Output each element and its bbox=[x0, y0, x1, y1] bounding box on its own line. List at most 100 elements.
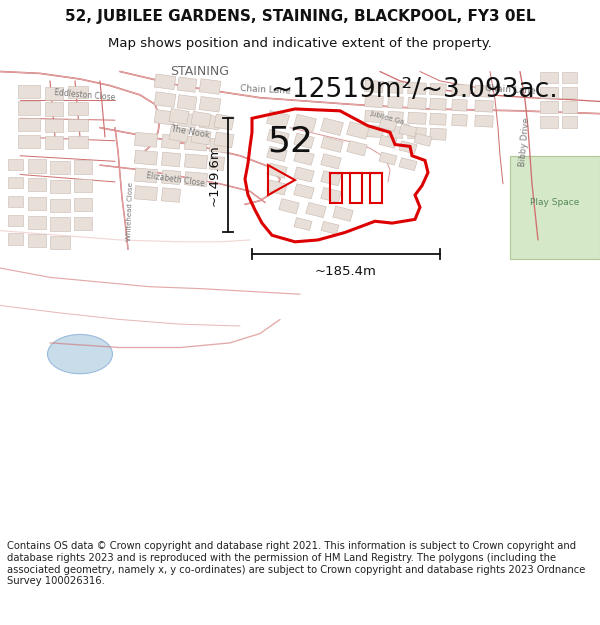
Polygon shape bbox=[475, 85, 490, 97]
Polygon shape bbox=[199, 96, 221, 112]
Text: Whitehead Close: Whitehead Close bbox=[126, 182, 134, 241]
Polygon shape bbox=[161, 170, 181, 184]
Polygon shape bbox=[28, 216, 46, 229]
Polygon shape bbox=[184, 136, 208, 151]
Polygon shape bbox=[365, 96, 383, 108]
Polygon shape bbox=[321, 221, 339, 234]
Text: Elizabeth Close: Elizabeth Close bbox=[145, 171, 205, 187]
Polygon shape bbox=[154, 92, 176, 108]
Polygon shape bbox=[510, 156, 600, 259]
Polygon shape bbox=[267, 163, 287, 178]
Polygon shape bbox=[321, 171, 341, 186]
Polygon shape bbox=[320, 118, 343, 136]
Polygon shape bbox=[452, 99, 467, 111]
Polygon shape bbox=[414, 133, 432, 146]
Polygon shape bbox=[294, 184, 314, 199]
Polygon shape bbox=[540, 116, 558, 128]
Polygon shape bbox=[562, 116, 577, 128]
Ellipse shape bbox=[47, 334, 113, 374]
Polygon shape bbox=[294, 167, 314, 182]
Polygon shape bbox=[293, 114, 316, 132]
Polygon shape bbox=[18, 101, 40, 114]
Text: Map shows position and indicative extent of the property.: Map shows position and indicative extent… bbox=[108, 37, 492, 49]
Polygon shape bbox=[399, 158, 417, 171]
Text: Chain Lane: Chain Lane bbox=[239, 84, 290, 96]
Polygon shape bbox=[177, 95, 197, 110]
Polygon shape bbox=[28, 197, 46, 210]
Text: Chain Lane: Chain Lane bbox=[484, 84, 536, 96]
Polygon shape bbox=[214, 132, 234, 148]
Text: Bibby Drive: Bibby Drive bbox=[518, 117, 532, 167]
Polygon shape bbox=[50, 199, 70, 212]
Polygon shape bbox=[399, 124, 417, 137]
Polygon shape bbox=[169, 126, 189, 142]
Polygon shape bbox=[8, 159, 23, 170]
Polygon shape bbox=[365, 126, 383, 138]
Text: 52: 52 bbox=[267, 125, 313, 159]
Polygon shape bbox=[279, 199, 299, 214]
Polygon shape bbox=[191, 129, 211, 145]
Polygon shape bbox=[8, 196, 23, 208]
Polygon shape bbox=[209, 156, 224, 171]
Polygon shape bbox=[28, 178, 46, 191]
Polygon shape bbox=[306, 202, 326, 217]
Polygon shape bbox=[430, 83, 446, 95]
Text: Play Space: Play Space bbox=[530, 198, 580, 207]
Polygon shape bbox=[407, 82, 427, 94]
Polygon shape bbox=[475, 115, 493, 127]
Polygon shape bbox=[267, 180, 287, 195]
Polygon shape bbox=[184, 154, 208, 169]
Text: ~149.6m: ~149.6m bbox=[208, 144, 221, 206]
Polygon shape bbox=[399, 141, 417, 154]
Polygon shape bbox=[161, 188, 181, 202]
Polygon shape bbox=[540, 101, 558, 112]
Polygon shape bbox=[267, 146, 287, 161]
Polygon shape bbox=[154, 74, 176, 89]
Polygon shape bbox=[321, 154, 341, 169]
Polygon shape bbox=[8, 215, 23, 226]
Polygon shape bbox=[379, 135, 397, 148]
Polygon shape bbox=[177, 112, 197, 128]
Polygon shape bbox=[407, 112, 427, 124]
Polygon shape bbox=[50, 161, 70, 174]
Polygon shape bbox=[321, 137, 343, 152]
Polygon shape bbox=[294, 217, 312, 231]
Polygon shape bbox=[18, 118, 40, 131]
Polygon shape bbox=[430, 128, 446, 140]
Text: STAINING: STAINING bbox=[170, 65, 229, 78]
Polygon shape bbox=[365, 81, 383, 92]
Polygon shape bbox=[562, 86, 577, 98]
Polygon shape bbox=[74, 179, 92, 192]
Polygon shape bbox=[68, 102, 88, 114]
Polygon shape bbox=[8, 233, 23, 244]
Polygon shape bbox=[407, 98, 427, 109]
Polygon shape bbox=[68, 86, 88, 98]
Polygon shape bbox=[161, 134, 181, 149]
Polygon shape bbox=[50, 180, 70, 193]
Polygon shape bbox=[199, 114, 221, 130]
Polygon shape bbox=[388, 96, 403, 108]
Polygon shape bbox=[379, 152, 397, 165]
Polygon shape bbox=[214, 114, 234, 130]
Polygon shape bbox=[379, 118, 397, 131]
Polygon shape bbox=[184, 172, 208, 186]
Polygon shape bbox=[18, 84, 40, 98]
Polygon shape bbox=[407, 127, 427, 139]
Polygon shape bbox=[388, 81, 403, 93]
Polygon shape bbox=[74, 198, 92, 211]
Polygon shape bbox=[154, 109, 176, 125]
Polygon shape bbox=[74, 216, 92, 229]
Polygon shape bbox=[267, 129, 289, 145]
Polygon shape bbox=[475, 100, 493, 112]
Polygon shape bbox=[388, 126, 403, 138]
Polygon shape bbox=[169, 109, 189, 124]
Polygon shape bbox=[540, 86, 558, 98]
Polygon shape bbox=[333, 206, 353, 221]
Polygon shape bbox=[45, 86, 63, 99]
Text: Jubilee Ga...: Jubilee Ga... bbox=[369, 110, 411, 127]
Polygon shape bbox=[294, 150, 314, 165]
Polygon shape bbox=[45, 136, 63, 149]
Polygon shape bbox=[430, 113, 446, 125]
Polygon shape bbox=[50, 217, 70, 231]
Polygon shape bbox=[562, 101, 577, 112]
